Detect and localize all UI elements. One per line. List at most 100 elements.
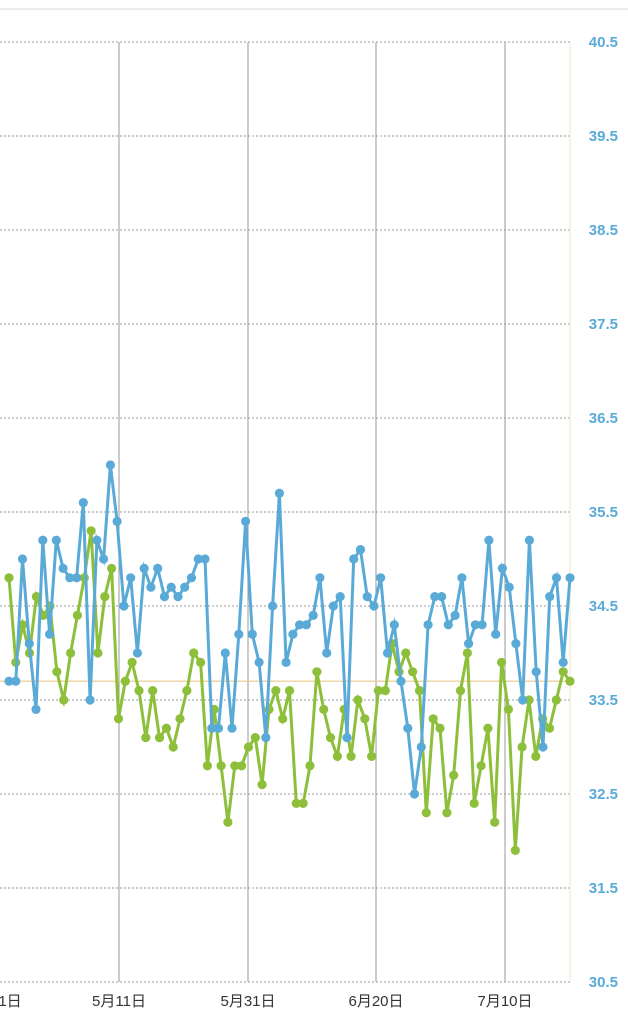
series-1-point	[281, 657, 291, 668]
series-2-point	[291, 798, 301, 809]
horizontal-gridlines	[0, 41, 571, 983]
series-1-point	[17, 554, 28, 564]
series-2-point	[141, 733, 151, 743]
series-2-point	[107, 563, 117, 574]
y-tick-label: 30.5	[589, 974, 618, 991]
series-2-point	[517, 742, 527, 752]
series-2-point	[483, 723, 493, 733]
series-2-point	[531, 751, 541, 762]
series-2-point	[230, 761, 240, 771]
series-2-point	[59, 695, 69, 705]
series-2-point	[86, 526, 96, 536]
series-1	[4, 460, 575, 799]
series-1-point	[450, 610, 460, 621]
x-tick-label: 5月31日	[220, 993, 275, 1010]
series-2-point	[524, 695, 534, 705]
series-1-point	[430, 592, 440, 602]
series-2-point	[544, 723, 555, 733]
series-2-point	[435, 723, 445, 733]
series-1-point	[369, 601, 379, 611]
series-2-point	[250, 733, 260, 743]
series-1-point	[443, 620, 453, 630]
series-1-point	[166, 582, 176, 592]
series-2-point	[421, 808, 431, 818]
x-axis-tick-labels: 1日 5月11日 5月31日 6月20日 7月10日	[0, 993, 533, 1010]
series-2-point	[113, 714, 124, 724]
series-2-point	[66, 648, 76, 658]
series-1-point	[51, 535, 61, 545]
series-2-point	[278, 714, 288, 724]
series-1-point	[11, 676, 21, 686]
series-2-point	[353, 695, 363, 705]
series-1-point	[335, 592, 345, 602]
series-1-point	[72, 573, 82, 583]
series-1-point	[491, 629, 501, 639]
series-1-point	[362, 592, 372, 602]
series-2-point	[4, 573, 14, 583]
series-2-point	[134, 686, 144, 696]
series-1-point	[58, 563, 68, 574]
series-2-point	[455, 686, 466, 696]
x-tick-label: 6月20日	[348, 993, 403, 1010]
series-1-point	[511, 639, 521, 649]
series-1-point	[409, 789, 420, 799]
x-tick-label: 7月10日	[477, 993, 532, 1010]
series-1-point	[551, 573, 562, 583]
series-2-point	[380, 686, 390, 696]
series-2-point	[414, 686, 425, 696]
series-2-point	[298, 798, 308, 809]
y-tick-label: 38.5	[589, 222, 618, 239]
series-2-point	[367, 751, 377, 762]
series-1-point	[241, 516, 251, 527]
series-1-point	[186, 573, 197, 583]
series-2-point	[510, 845, 520, 856]
series-1-point	[301, 620, 311, 630]
series-1-point	[180, 582, 190, 592]
y-tick-label: 37.5	[589, 316, 618, 333]
series-layer	[4, 460, 575, 856]
series-2-point	[182, 686, 192, 696]
series-2-point	[237, 761, 247, 771]
series-2-point	[284, 686, 295, 696]
series-1-point	[220, 648, 230, 658]
series-1-point	[200, 554, 210, 564]
series-2-point	[31, 592, 41, 602]
series-2-point	[216, 761, 226, 771]
series-1-point	[484, 535, 494, 545]
series-2-point	[175, 714, 185, 724]
series-2-point	[442, 808, 452, 818]
series-1-point	[105, 460, 115, 470]
series-1-point	[518, 695, 528, 705]
series-2-point	[72, 610, 82, 621]
y-tick-label: 39.5	[589, 128, 618, 145]
series-1-point	[497, 563, 507, 574]
series-1-point	[126, 573, 136, 583]
y-tick-label: 31.5	[589, 880, 618, 897]
series-2-point	[189, 648, 199, 658]
series-1-point	[31, 704, 41, 715]
series-2-point	[373, 686, 383, 696]
y-tick-label: 33.5	[589, 692, 618, 709]
series-1-point	[119, 601, 129, 611]
series-1-point	[132, 648, 142, 658]
series-1-point	[268, 601, 278, 611]
series-1-point	[45, 629, 55, 639]
y-axis-tick-labels: 40.5 39.5 38.5 37.5 36.5 35.5 34.5 33.5 32.5 31.5…	[589, 34, 618, 991]
series-1-point	[139, 563, 149, 574]
y-tick-label: 40.5	[589, 34, 618, 51]
series-2-point	[148, 686, 158, 696]
series-1-point	[504, 582, 514, 592]
series-2-point	[127, 657, 137, 668]
y-tick-label: 36.5	[589, 410, 618, 427]
series-1-point	[254, 657, 264, 668]
series-1-point	[349, 554, 359, 564]
series-2-point	[346, 751, 356, 762]
series-2-point	[196, 657, 206, 668]
series-1-point	[146, 582, 156, 592]
series-1-point	[4, 676, 14, 686]
series-1-point	[38, 535, 48, 545]
series-1-point	[342, 733, 352, 743]
series-1-point	[470, 620, 480, 630]
